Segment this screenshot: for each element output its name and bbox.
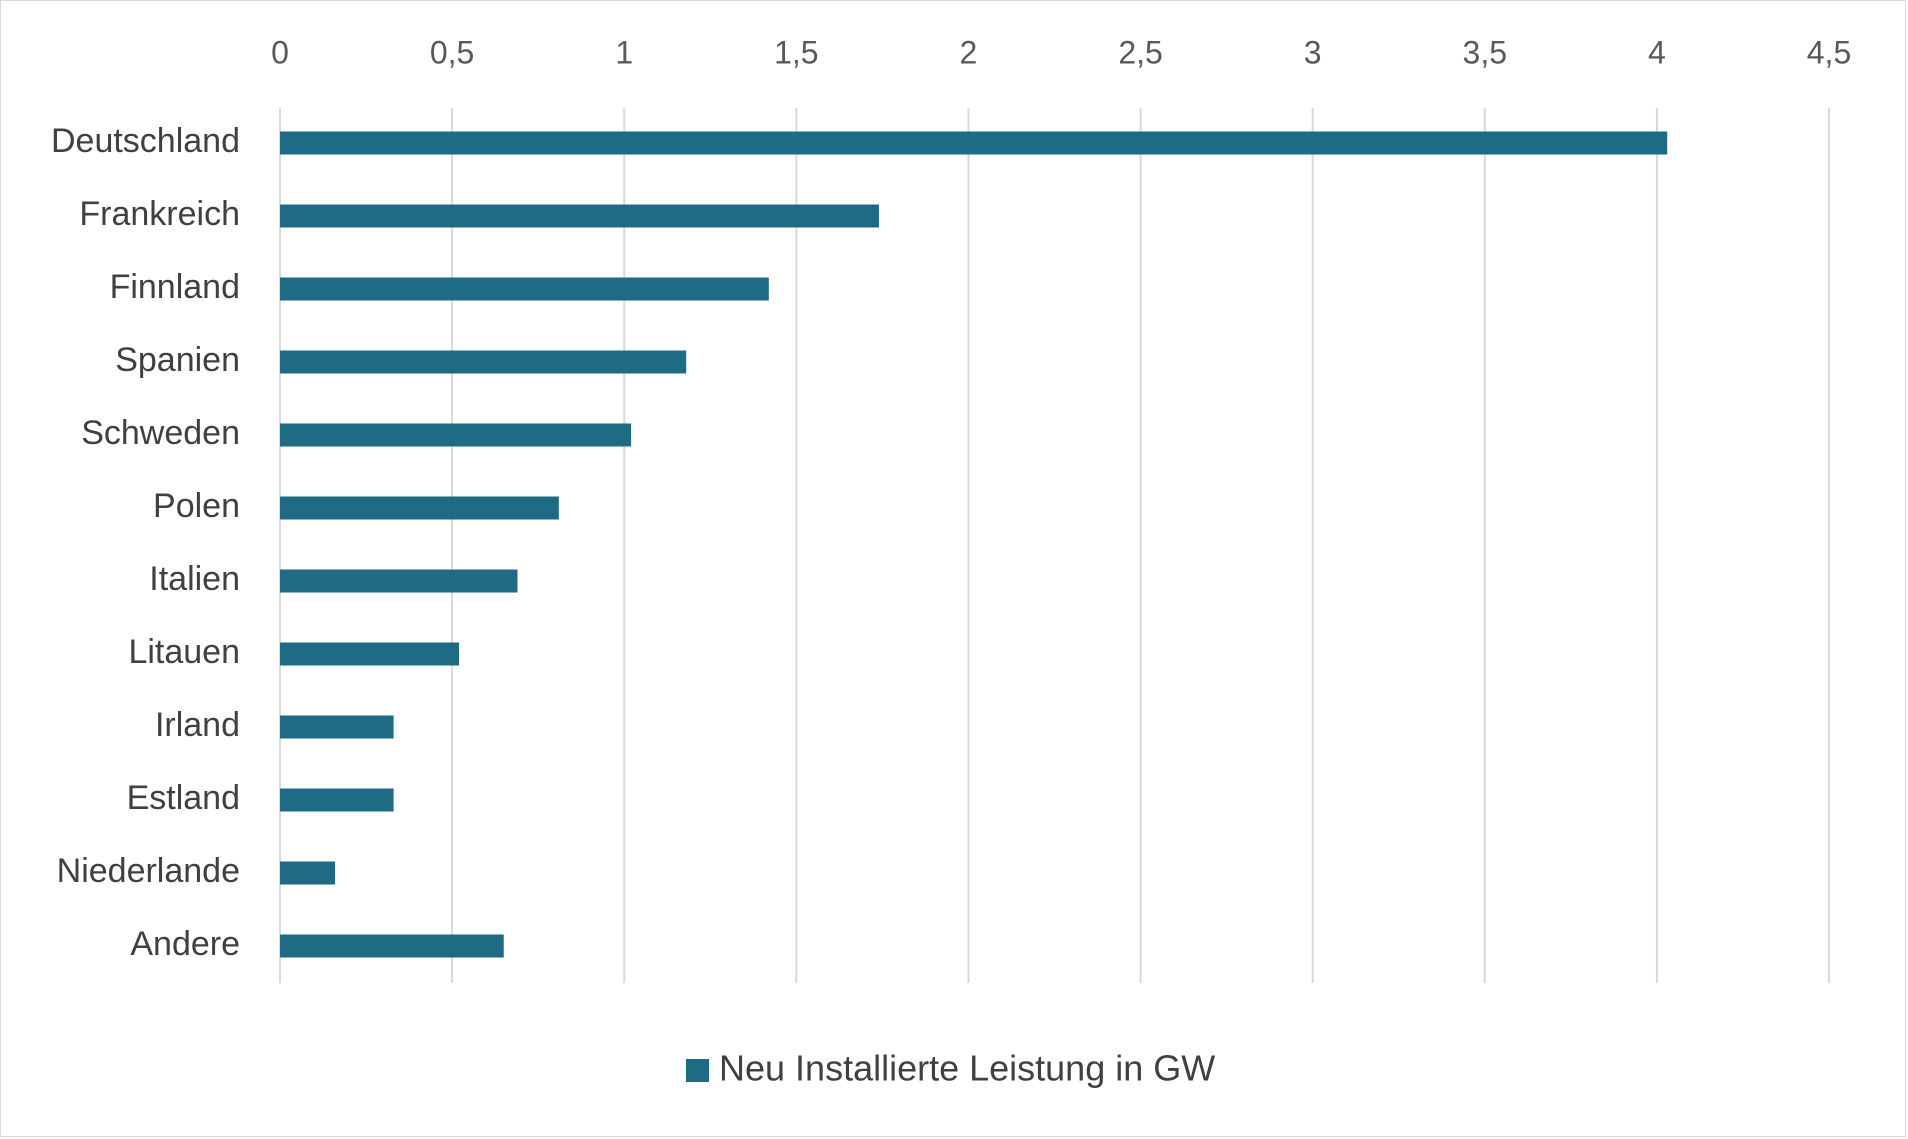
- bar: [280, 496, 559, 520]
- x-tick-label: 2,5: [1118, 34, 1162, 70]
- category-labels: Deutschland Frankreich Finnland Spanien Schw…: [51, 122, 240, 963]
- bar: [280, 788, 394, 812]
- x-tick-label: 0,5: [430, 34, 474, 70]
- category-label: Italien: [149, 560, 240, 598]
- category-label: Finnland: [110, 268, 240, 306]
- x-tick-label: 3,5: [1463, 34, 1507, 70]
- bar: [280, 204, 879, 228]
- x-tick-label: 1: [615, 34, 633, 70]
- gridlines: [279, 108, 1830, 983]
- bar: [280, 642, 459, 666]
- category-label: Irland: [155, 706, 240, 744]
- bar: [280, 423, 632, 447]
- x-axis-ticks: 0 0,5 1 1,5 2 2,5 3 3,5 4 4,5: [271, 34, 1851, 70]
- legend-swatch: [686, 1059, 709, 1082]
- category-label: Litauen: [128, 633, 240, 671]
- legend-label: Neu Installierte Leistung in GW: [719, 1048, 1215, 1089]
- bar: [280, 861, 336, 885]
- category-label: Deutschland: [51, 122, 240, 160]
- category-label: Andere: [130, 925, 240, 963]
- category-label: Spanien: [115, 341, 240, 379]
- x-tick-label: 4: [1648, 34, 1666, 70]
- bar: [280, 934, 504, 958]
- x-tick-label: 3: [1304, 34, 1322, 70]
- category-label: Frankreich: [79, 195, 240, 233]
- category-label: Schweden: [81, 414, 240, 452]
- category-label: Polen: [153, 487, 240, 525]
- x-tick-label: 2: [960, 34, 978, 70]
- bar: [280, 131, 1668, 155]
- legend: Neu Installierte Leistung in GW: [686, 1048, 1215, 1089]
- category-label: Niederlande: [57, 852, 240, 890]
- category-label: Estland: [127, 779, 240, 817]
- x-tick-label: 0: [271, 34, 289, 70]
- x-tick-label: 1,5: [774, 34, 818, 70]
- bar: [280, 569, 518, 593]
- bars: [280, 131, 1668, 958]
- x-tick-label: 4,5: [1807, 34, 1851, 70]
- bar: [280, 715, 394, 739]
- bar: [280, 350, 687, 374]
- bar: [280, 277, 769, 301]
